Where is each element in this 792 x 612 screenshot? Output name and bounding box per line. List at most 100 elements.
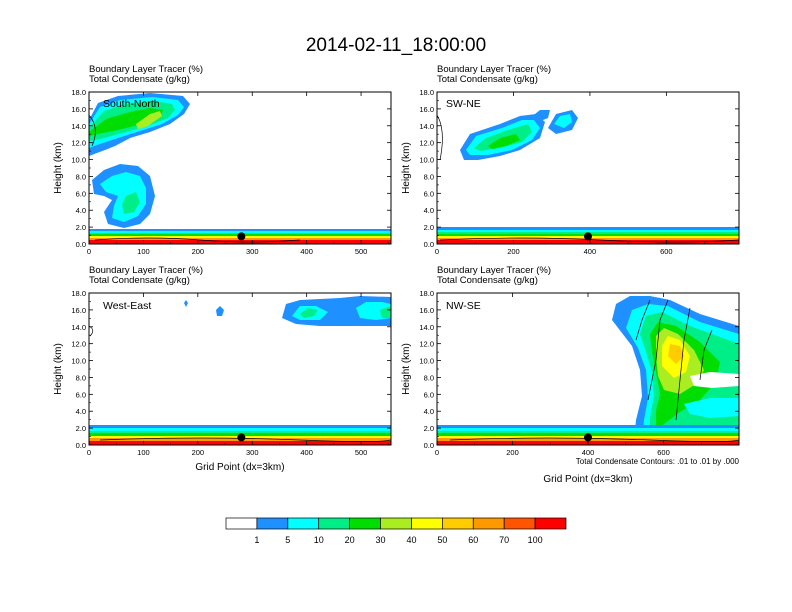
colorbar-label: 1 <box>254 535 259 545</box>
y-tick-label: 12.0 <box>419 139 434 148</box>
y-tick-label: 4.0 <box>76 407 86 416</box>
colorbar-swatch <box>318 517 350 530</box>
y-axis-label: Height (km) <box>53 142 64 194</box>
x-tick-label: 300 <box>246 448 259 457</box>
y-tick-label: 18.0 <box>419 289 434 298</box>
panel-header-line1: Boundary Layer Tracer (%) <box>437 64 551 75</box>
y-tick-label: 16.0 <box>419 105 434 114</box>
axes-sw-ne: 0.0 2.0 4.0 6.0 8.0 10.0 12.0 14.0 16.0 18.0 0 200 4… <box>419 88 739 256</box>
location-marker <box>584 232 592 241</box>
storm-gap-white <box>690 372 739 388</box>
x-tick-label: 400 <box>300 247 313 256</box>
field-sw-ne <box>437 110 739 244</box>
x-tick-label: 0 <box>87 448 91 457</box>
y-tick-label: 0.0 <box>76 441 86 450</box>
y-tick-label: 6.0 <box>424 189 434 198</box>
panel-header-line1: Boundary Layer Tracer (%) <box>89 265 203 276</box>
location-marker <box>237 433 246 442</box>
y-tick-label: 8.0 <box>424 373 434 382</box>
cloud-blob-green <box>488 134 520 149</box>
x-tick-label: 500 <box>355 247 368 256</box>
x-tick-label: 400 <box>582 448 595 457</box>
colorbar-label: 100 <box>528 535 543 545</box>
y-tick-label: 16.0 <box>71 105 86 114</box>
colorbar-swatch <box>225 517 258 530</box>
panel-header-line1: Boundary Layer Tracer (%) <box>437 265 551 276</box>
plot-frame <box>436 91 740 245</box>
colorbar: 1 5 10 20 30 40 50 60 70 100 <box>225 517 567 545</box>
x-tick-label: 0 <box>435 247 439 256</box>
y-tick-label: 2.0 <box>424 223 434 232</box>
colorbar-swatch <box>442 517 474 530</box>
x-tick-label: 0 <box>435 448 439 457</box>
cloud-upper-teal <box>300 308 318 318</box>
y-tick-label: 0.0 <box>76 240 86 249</box>
colorbar-label: 30 <box>376 535 386 545</box>
colorbar-swatch <box>503 517 536 530</box>
cloud-upper-teal-2 <box>380 306 391 318</box>
x-tick-label: 400 <box>300 448 313 457</box>
y-tick-label: 4.0 <box>424 206 434 215</box>
x-tick-label: 100 <box>137 448 150 457</box>
condensate-contour <box>449 299 739 442</box>
condensate-contour <box>437 114 739 243</box>
location-marker <box>584 433 592 442</box>
y-tick-label: 6.0 <box>424 390 434 399</box>
panel-header-line2: Total Condensate (g/kg) <box>89 74 190 85</box>
storm-gold <box>668 344 684 364</box>
y-tick-label: 14.0 <box>419 122 434 131</box>
panel-label: NW-SE <box>446 300 481 312</box>
colorbar-swatch <box>349 517 381 530</box>
colorbar-label: 10 <box>314 535 324 545</box>
cloud-upper-green <box>89 108 163 136</box>
cloud-speck-2 <box>184 300 188 307</box>
x-tick-label: 200 <box>192 247 205 256</box>
colorbar-label: 20 <box>345 535 355 545</box>
y-axis-label: Height (km) <box>401 142 412 194</box>
field-south-north <box>89 93 391 244</box>
y-tick-label: 18.0 <box>71 88 86 97</box>
axes-west-east: 0.0 2.0 4.0 6.0 8.0 10.0 12.0 14.0 16.0 18.0 0 100 2… <box>71 289 391 457</box>
y-tick-label: 10.0 <box>71 357 86 366</box>
y-tick-label: 16.0 <box>419 306 434 315</box>
x-tick-label: 0 <box>87 247 91 256</box>
contour-note: Total Condensate Contours: .01 to .01 by… <box>576 457 740 466</box>
x-axis-label: Grid Point (dx=3km) <box>195 462 284 473</box>
axes-south-north: 0.0 2.0 4.0 6.0 8.0 10.0 12.0 14.0 16.0 18.0 0 100 2… <box>71 88 391 256</box>
y-tick-label: 10.0 <box>419 156 434 165</box>
y-tick-label: 2.0 <box>76 424 86 433</box>
x-axis-label: Grid Point (dx=3km) <box>543 474 632 485</box>
x-tick-label: 300 <box>246 247 259 256</box>
y-tick-label: 0.0 <box>424 441 434 450</box>
x-tick-label: 600 <box>657 448 670 457</box>
y-tick-label: 18.0 <box>419 88 434 97</box>
x-tick-label: 500 <box>355 448 368 457</box>
cloud-upper-lime <box>136 111 162 129</box>
x-tick-label: 600 <box>660 247 673 256</box>
panel-header-line2: Total Condensate (g/kg) <box>437 275 538 286</box>
y-axis-label: Height (km) <box>401 343 412 395</box>
cloud-speck-1 <box>216 306 224 316</box>
colorbar-label: 50 <box>437 535 447 545</box>
cloud-lower-teal <box>122 192 140 214</box>
colorbar-swatch <box>472 517 505 530</box>
colorbar-swatch <box>380 517 412 530</box>
y-tick-label: 16.0 <box>71 306 86 315</box>
y-tick-label: 8.0 <box>76 172 86 181</box>
panel-header-line2: Total Condensate (g/kg) <box>89 275 190 286</box>
boundary-layer-red <box>437 240 739 244</box>
y-tick-label: 12.0 <box>71 139 86 148</box>
panel-nw-se: Boundary Layer Tracer (%) Total Condensa… <box>401 265 740 485</box>
storm-gap-cyan <box>684 398 739 418</box>
panel-west-east: Boundary Layer Tracer (%) Total Condensa… <box>53 265 392 473</box>
boundary-layer-red <box>89 441 391 445</box>
panel-label: South-North <box>103 98 160 110</box>
y-tick-label: 0.0 <box>424 240 434 249</box>
y-axis-label: Height (km) <box>53 343 64 395</box>
x-tick-label: 200 <box>507 247 520 256</box>
panel-label: SW-NE <box>446 98 481 110</box>
y-tick-label: 18.0 <box>71 289 86 298</box>
y-tick-label: 14.0 <box>419 323 434 332</box>
colorbar-swatch <box>287 517 320 530</box>
